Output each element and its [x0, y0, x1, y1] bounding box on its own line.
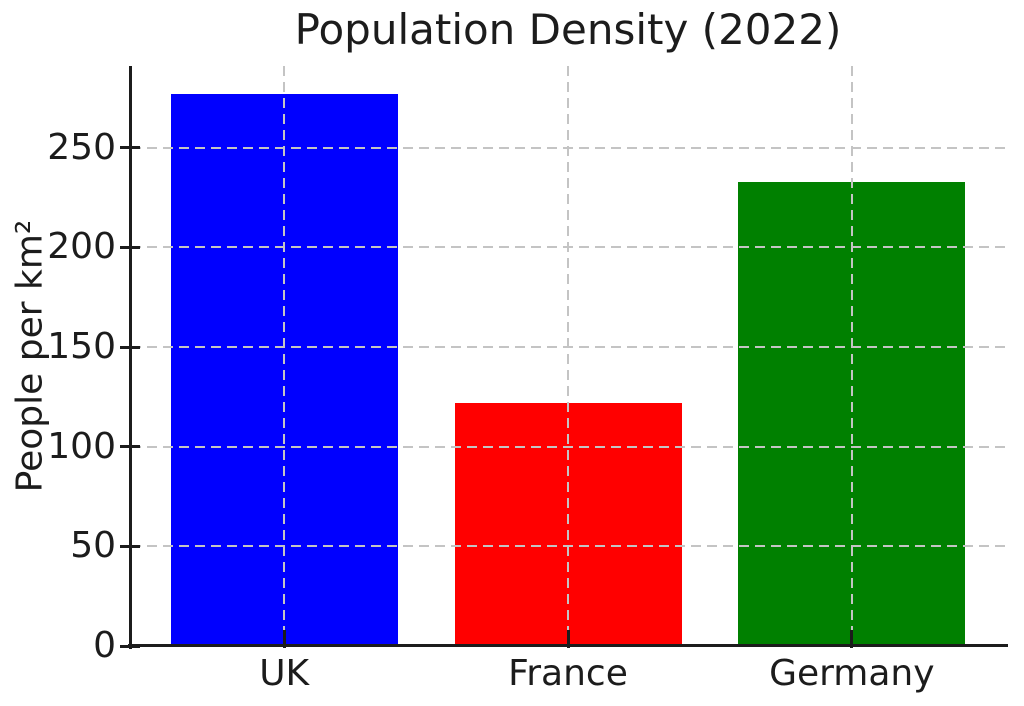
y-tick-label-200: 200 [47, 226, 116, 268]
x-tick-label-uk: UK [259, 653, 310, 694]
y-tick-label-50: 50 [70, 525, 116, 567]
gridline-v-france [567, 66, 569, 646]
axis-layer: 0 50 100 150 200 250 UK France Germany [47, 66, 1008, 694]
x-tick-label-germany: Germany [769, 653, 935, 694]
chart-title: Population Density (2022) [294, 5, 842, 54]
x-tick-uk [282, 630, 286, 648]
y-tick-label-100: 100 [47, 425, 116, 467]
y-tick-label-250: 250 [47, 126, 116, 168]
gridline-v-uk [283, 66, 286, 646]
grid-layer [131, 66, 1005, 646]
y-tick-label-0: 0 [93, 625, 116, 666]
y-tick-200 [120, 245, 140, 249]
y-tick-0 [120, 644, 140, 648]
y-axis-spine [129, 66, 132, 649]
x-tick-germany [850, 630, 854, 648]
gridline-v-germany [850, 66, 853, 646]
y-tick-250 [120, 146, 140, 150]
x-tick-france [566, 630, 570, 648]
plot-area: 0 50 100 150 200 250 UK France Germany [47, 66, 1008, 694]
y-tick-150 [120, 345, 140, 349]
y-tick-label-150: 150 [47, 326, 116, 367]
y-tick-50 [120, 544, 140, 548]
x-tick-label-france: France [508, 653, 628, 694]
y-tick-100 [120, 445, 140, 449]
